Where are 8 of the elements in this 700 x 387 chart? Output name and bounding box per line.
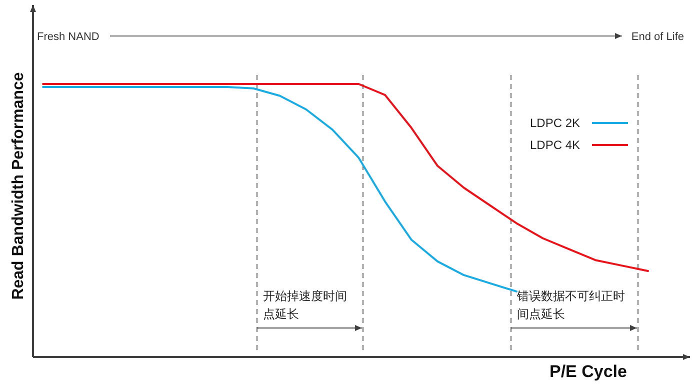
- text: End of Life: [631, 31, 684, 43]
- legend-label: LDPC 2K: [530, 116, 580, 130]
- annotation: 开始掉速度时间点延长: [263, 287, 355, 323]
- text: Fresh NAND: [37, 31, 100, 43]
- y-axis-title: Read Bandwidth Performance: [10, 72, 27, 300]
- legend-label: LDPC 4K: [530, 138, 580, 152]
- annotation: 错误数据不可纠正时间点延长: [517, 287, 630, 323]
- x-axis-title: P/E Cycle: [550, 362, 627, 381]
